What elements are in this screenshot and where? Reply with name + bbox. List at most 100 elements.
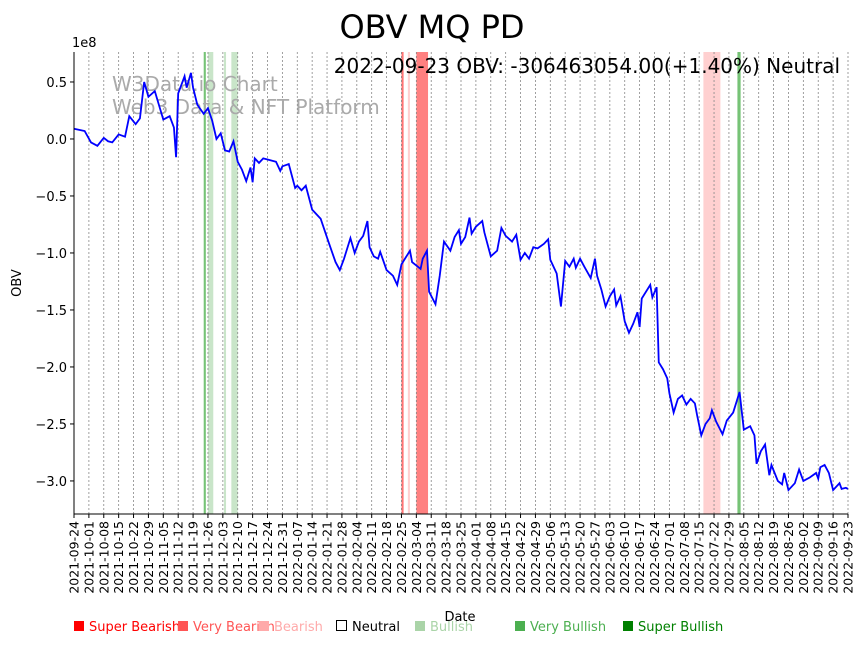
legend-swatch bbox=[178, 621, 188, 631]
y-tick-label: −2.5 bbox=[35, 418, 67, 433]
x-tick-label: 2022-06-17 bbox=[632, 521, 647, 594]
x-tick-label: 2022-03-18 bbox=[439, 521, 454, 594]
x-tick-label: 2021-11-12 bbox=[171, 521, 186, 594]
legend-item: Bearish bbox=[259, 620, 323, 635]
x-tick-label: 2022-06-10 bbox=[617, 521, 632, 594]
legend-item: Very Bullish bbox=[515, 620, 606, 635]
x-tick-label: 2022-07-29 bbox=[721, 521, 736, 594]
x-tick-label: 2021-11-19 bbox=[186, 521, 201, 594]
x-tick-label: 2021-11-26 bbox=[200, 521, 215, 594]
x-tick-label: 2022-03-25 bbox=[454, 521, 469, 594]
legend-item: Bullish bbox=[415, 620, 473, 635]
x-tick-label: 2022-07-01 bbox=[662, 521, 677, 594]
x-tick-label: 2022-04-22 bbox=[513, 521, 528, 594]
legend-label: Bearish bbox=[274, 620, 323, 635]
y-tick-label: −3.0 bbox=[35, 475, 67, 490]
signal-band bbox=[737, 52, 741, 514]
x-tick-label: 2022-08-05 bbox=[736, 521, 751, 594]
legend-swatch bbox=[415, 621, 425, 631]
y-tick-label: 0.0 bbox=[46, 133, 67, 148]
x-tick-label: 2022-01-14 bbox=[305, 521, 320, 594]
signal-band bbox=[401, 52, 404, 514]
x-tick-label: 2022-02-18 bbox=[379, 521, 394, 594]
x-tick-label: 2022-08-26 bbox=[781, 521, 796, 594]
x-tick-label: 2022-03-04 bbox=[409, 521, 424, 594]
legend-swatch bbox=[336, 620, 347, 631]
legend-swatch bbox=[515, 621, 525, 631]
signal-band bbox=[223, 52, 227, 514]
x-tick-label: 2022-01-07 bbox=[290, 521, 305, 594]
y-tick-label: −1.5 bbox=[35, 304, 67, 319]
legend-label: Very Bullish bbox=[530, 620, 607, 635]
x-tick-label: 2021-12-10 bbox=[230, 521, 245, 594]
legend-label: Very Bearish bbox=[193, 620, 275, 635]
x-axis-label: Date bbox=[444, 610, 475, 625]
x-tick-label: 2021-12-24 bbox=[260, 521, 275, 594]
x-tick-label: 2022-05-13 bbox=[558, 521, 573, 594]
x-tick-label: 2022-07-15 bbox=[692, 521, 707, 594]
x-tick-label: 2022-05-06 bbox=[543, 521, 558, 594]
legend-label: Bullish bbox=[430, 620, 474, 635]
x-tick-label: 2021-09-24 bbox=[67, 521, 82, 594]
x-tick-label: 2021-12-03 bbox=[215, 521, 230, 594]
x-tick-label: 2022-04-15 bbox=[498, 521, 513, 594]
legend-item: Super Bearish bbox=[74, 620, 180, 635]
x-tick-label: 2022-07-08 bbox=[677, 521, 692, 594]
watermark: Web3 Data & NFT Platform bbox=[112, 95, 380, 119]
x-tick-label: 2022-08-19 bbox=[766, 521, 781, 594]
signal-band bbox=[207, 52, 214, 514]
x-tick-label: 2021-10-22 bbox=[126, 521, 141, 594]
y-axis-label: OBV bbox=[10, 269, 25, 297]
y-tick-label: −1.0 bbox=[35, 247, 67, 262]
x-tick-label: 2022-04-29 bbox=[528, 521, 543, 594]
x-tick-label: 2022-04-08 bbox=[483, 521, 498, 594]
x-tick-label: 2021-12-31 bbox=[275, 521, 290, 594]
x-tick-label: 2022-05-20 bbox=[573, 521, 588, 594]
x-tick-label: 2021-11-05 bbox=[156, 521, 171, 594]
x-tick-label: 2022-02-04 bbox=[349, 521, 364, 594]
y-multiplier: 1e8 bbox=[72, 36, 97, 51]
x-tick-label: 2022-09-16 bbox=[826, 521, 841, 594]
x-tick-label: 2022-01-21 bbox=[320, 521, 335, 594]
legend-swatch bbox=[623, 621, 633, 631]
legend-swatch bbox=[74, 621, 84, 631]
signal-band bbox=[711, 52, 721, 514]
signal-band bbox=[703, 52, 712, 514]
y-tick-label: 0.5 bbox=[46, 76, 67, 91]
x-tick-label: 2022-04-01 bbox=[468, 521, 483, 594]
x-tick-label: 2022-09-23 bbox=[841, 521, 856, 594]
chart-title: OBV MQ PD bbox=[339, 8, 524, 46]
legend-swatch bbox=[259, 621, 269, 631]
x-tick-label: 2021-10-08 bbox=[96, 521, 111, 594]
x-tick-label: 2021-12-17 bbox=[245, 521, 260, 594]
legend-label: Neutral bbox=[352, 620, 400, 635]
x-tick-label: 2022-03-11 bbox=[424, 521, 439, 594]
x-tick-label: 2022-06-24 bbox=[647, 521, 662, 594]
legend-label: Super Bearish bbox=[89, 620, 181, 635]
annotation: 2022-09-23 OBV: -306463054.00(+1.40%) Ne… bbox=[334, 54, 840, 78]
y-tick-label: −0.5 bbox=[35, 190, 67, 205]
x-tick-label: 2022-09-09 bbox=[811, 521, 826, 594]
x-tick-label: 2022-09-02 bbox=[796, 521, 811, 594]
x-tick-label: 2022-07-22 bbox=[707, 521, 722, 594]
signal-band bbox=[231, 52, 238, 514]
x-tick-label: 2022-08-12 bbox=[751, 521, 766, 594]
obv-line bbox=[73, 72, 849, 492]
legend-item: Very Bearish bbox=[178, 620, 275, 635]
x-tick-label: 2022-02-25 bbox=[394, 521, 409, 594]
x-tick-label: 2021-10-15 bbox=[111, 521, 126, 594]
legend-item: Neutral bbox=[336, 620, 400, 635]
x-tick-label: 2021-10-01 bbox=[81, 521, 96, 594]
x-tick-label: 2022-05-27 bbox=[587, 521, 602, 594]
x-tick-label: 2022-06-03 bbox=[602, 521, 617, 594]
x-tick-label: 2022-01-28 bbox=[334, 521, 349, 594]
signal-band bbox=[203, 52, 206, 514]
x-tick-label: 2021-10-29 bbox=[141, 521, 156, 594]
x-tick-label: 2022-02-11 bbox=[364, 521, 379, 594]
legend-item: Super Bullish bbox=[623, 620, 723, 635]
signal-band bbox=[407, 52, 410, 514]
y-tick-label: −2.0 bbox=[35, 361, 67, 376]
legend-label: Super Bullish bbox=[638, 620, 724, 635]
